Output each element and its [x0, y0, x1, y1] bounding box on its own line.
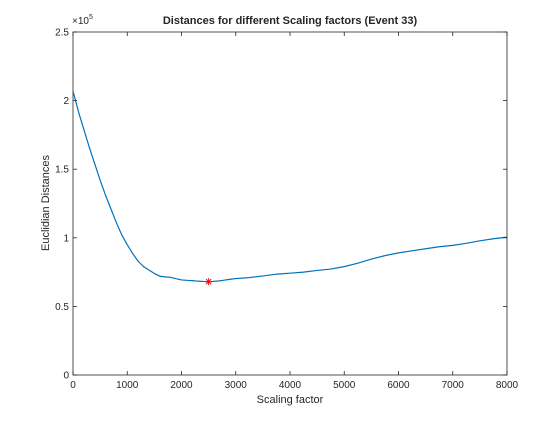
x-axis-label: Scaling factor	[257, 394, 324, 406]
x-tick-label: 6000	[387, 380, 410, 391]
x-tick-label: 7000	[442, 380, 465, 391]
plot-area	[72, 31, 508, 376]
y-exponent-base: ×10	[72, 16, 89, 27]
y-axis: 0 0.5 1 1.5 2 2.5	[55, 28, 507, 382]
x-tick-label: 2000	[170, 380, 193, 391]
y-tick-label: 2.5	[55, 28, 69, 39]
x-tick-label: 8000	[496, 380, 519, 391]
x-tick-label: 4000	[279, 380, 302, 391]
y-tick-label: 0	[63, 371, 69, 382]
axes-box	[72, 31, 508, 376]
y-axis-label: Euclidian Distances	[40, 155, 52, 251]
y-axis-exponent: ×105	[72, 14, 93, 27]
x-tick-label: 0	[70, 380, 76, 391]
y-tick-label: 1.5	[55, 165, 69, 176]
x-tick-label: 1000	[116, 380, 139, 391]
x-axis: 0 1000 2000 3000 4000 5000 6000 7000 8000	[70, 32, 519, 391]
chart-title: Distances for different Scaling factors …	[163, 15, 418, 27]
y-exponent-power: 5	[89, 14, 93, 21]
x-tick-label: 3000	[225, 380, 248, 391]
y-tick-label: 2	[63, 96, 69, 107]
y-tick-label: 1	[63, 233, 69, 244]
y-tick-label: 0.5	[55, 302, 69, 313]
minimum-marker	[205, 278, 213, 286]
x-tick-label: 5000	[333, 380, 356, 391]
